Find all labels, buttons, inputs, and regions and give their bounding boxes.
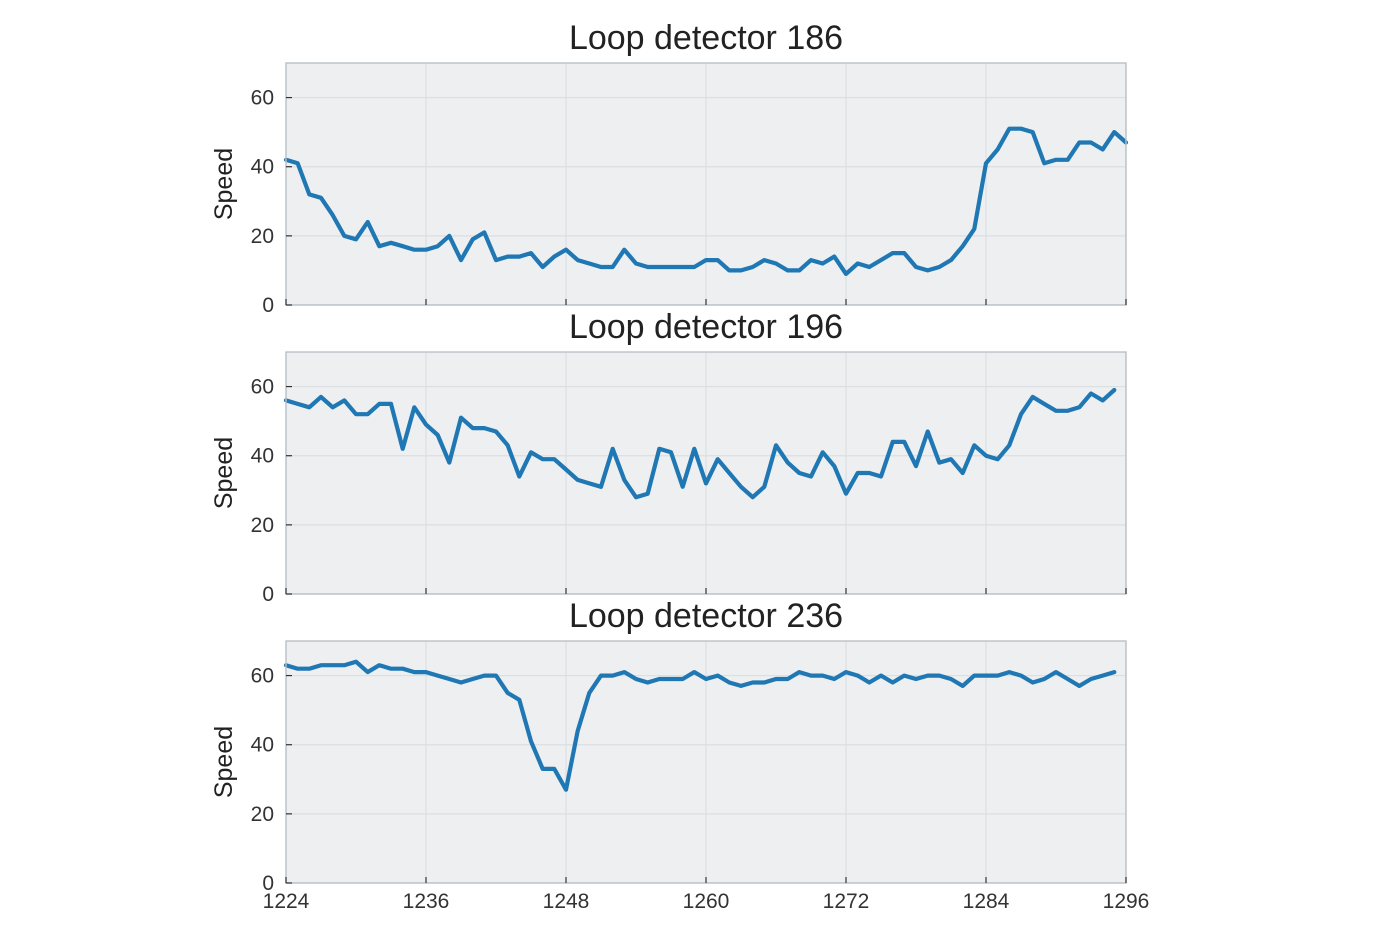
y-tick-label: 0 xyxy=(262,872,274,895)
y-axis-label: Speed xyxy=(210,726,238,798)
x-tick-label: 1224 xyxy=(263,890,310,913)
y-tick-label: 0 xyxy=(262,583,274,606)
x-tick-label: 1296 xyxy=(1103,890,1150,913)
subplot-title: Loop detector 236 xyxy=(569,597,843,635)
x-tick-label: 1284 xyxy=(963,890,1010,913)
x-tick-label: 1260 xyxy=(683,890,730,913)
x-tick-label: 1272 xyxy=(823,890,870,913)
y-tick-label: 20 xyxy=(251,225,274,248)
subplot-title: Loop detector 196 xyxy=(569,308,843,346)
y-tick-label: 40 xyxy=(251,734,274,757)
y-axis-label: Speed xyxy=(210,437,238,509)
x-tick-label: 1236 xyxy=(403,890,450,913)
y-tick-label: 0 xyxy=(262,294,274,317)
subplot-loop-detector-186: 0 20 40 60 Loop detector 186 Speed xyxy=(210,19,1129,317)
subplot-title: Loop detector 186 xyxy=(569,19,843,57)
y-tick-label: 60 xyxy=(251,87,274,110)
series-line xyxy=(283,659,1117,792)
series-line xyxy=(283,126,1129,276)
y-tick-label: 20 xyxy=(251,803,274,826)
series-line xyxy=(283,387,1117,500)
subplot-loop-detector-236: 0 20 40 60 1224 1236 1248 1260 1272 1284 1296 Loop … xyxy=(210,597,1149,913)
y-tick-label: 60 xyxy=(251,376,274,399)
y-tick-label: 20 xyxy=(251,514,274,537)
y-tick-label: 40 xyxy=(251,445,274,468)
x-tick-label: 1248 xyxy=(543,890,590,913)
subplot-loop-detector-196: 0 20 40 60 Loop detector 196 Speed xyxy=(210,308,1127,606)
y-axis-label: Speed xyxy=(210,148,238,220)
y-tick-label: 40 xyxy=(251,156,274,179)
y-tick-label: 60 xyxy=(251,665,274,688)
